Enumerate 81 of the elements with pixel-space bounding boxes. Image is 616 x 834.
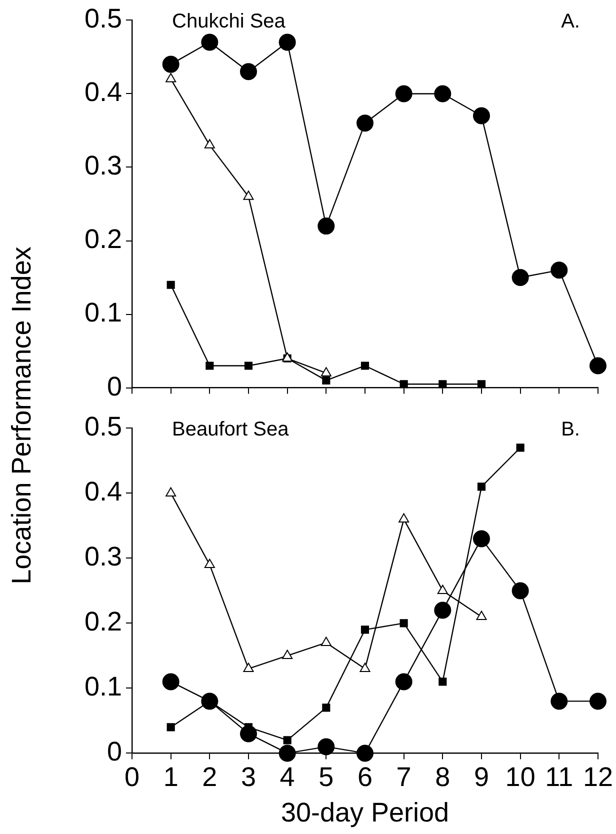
point [244,362,253,370]
point [162,673,180,690]
x-tick-label: 2 [202,762,218,792]
point [360,662,370,672]
y-tick-label: 0.5 [84,4,122,34]
point [472,530,490,548]
x-tick-label: 9 [474,762,490,792]
point [550,692,568,710]
annotation: Chukchi Sea [172,10,286,33]
point [206,362,214,370]
y-tick-label: 0.2 [84,606,122,637]
y-tick-label: 0.1 [84,672,122,702]
point [438,678,447,686]
point [162,56,180,73]
point [278,744,296,762]
x-tick-label: 5 [318,762,334,792]
point [166,280,175,289]
x-tick-label: 11 [545,762,574,792]
point [589,357,606,374]
x-axis-title: 30-day Period [280,797,450,828]
point [283,736,292,744]
point [395,85,412,102]
point [398,513,410,522]
point [512,582,529,600]
annotation: Beaufort Sea [172,418,290,441]
point [434,602,452,619]
point [240,63,257,80]
point [472,107,490,124]
x-tick-label: 12 [582,762,614,792]
point [204,139,215,148]
y-axis-title: Location Performance Index [6,246,38,586]
point [356,744,374,762]
y-tick-label: 0.4 [84,77,122,108]
point [243,662,254,672]
point [476,610,487,620]
y-tick-label: 0.3 [84,150,122,181]
y-tick-label: 0 [106,371,122,402]
point [434,85,452,102]
point [166,487,176,496]
x-tick-label: 8 [435,762,450,792]
x-tick-label: 7 [396,762,412,792]
point [204,558,215,568]
point [589,692,606,710]
point [477,380,486,388]
point [395,673,412,690]
point [322,376,330,384]
point [282,650,293,659]
x-tick-label: 10 [505,762,536,792]
point [318,738,335,756]
point [550,262,568,279]
point [516,444,524,452]
x-tick-label: 6 [357,762,373,792]
x-tick-label: 4 [280,762,295,792]
point [320,636,332,646]
y-tick-label: 0.4 [84,476,122,507]
y-tick-label: 0.5 [84,412,122,442]
point [438,380,447,388]
point [437,584,448,594]
annotation: B. [561,418,580,441]
y-tick-label: 0 [106,736,122,767]
point [322,704,330,712]
point [360,362,370,370]
point [356,114,374,132]
point [166,73,176,82]
y-tick-label: 0.1 [84,298,122,328]
point [477,482,486,491]
point [400,380,408,388]
point [320,367,332,376]
point [243,190,254,200]
point [166,723,175,732]
x-tick-label: 3 [240,762,256,792]
point [360,626,370,634]
y-tick-label: 0.3 [84,542,122,572]
point [278,34,296,51]
annotation: A. [561,10,580,33]
x-tick-label: 1 [163,762,178,792]
y-tick-label: 0.2 [84,224,122,254]
point [400,619,408,628]
point [512,269,529,286]
point [318,218,335,235]
point [201,34,218,51]
